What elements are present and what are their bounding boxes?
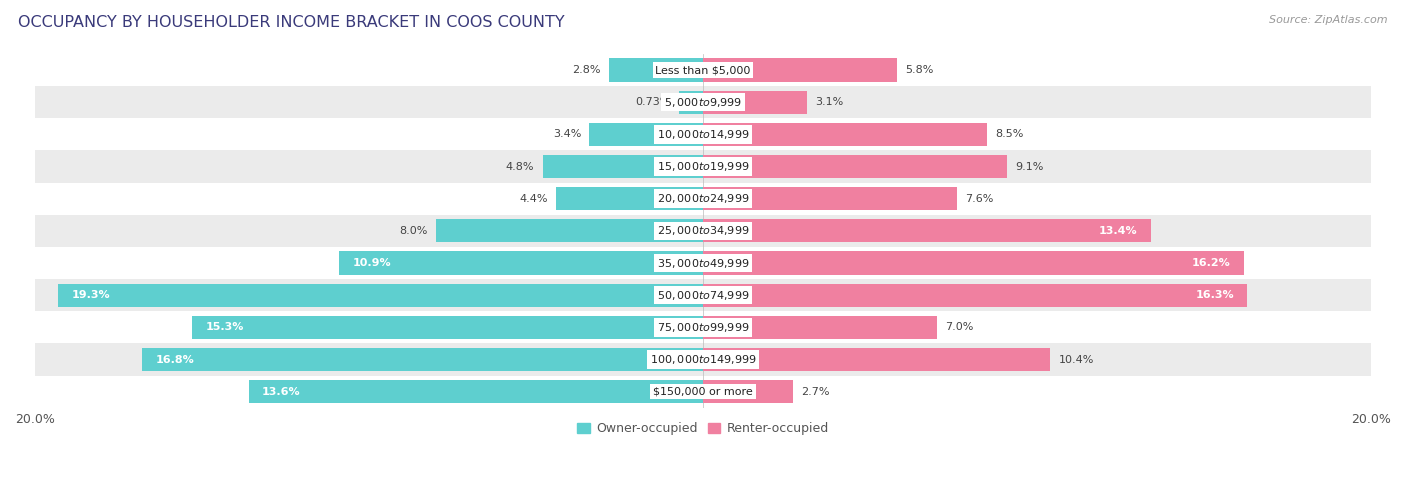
Text: 3.4%: 3.4% xyxy=(553,130,581,139)
Bar xyxy=(35,215,1371,247)
Text: Less than $5,000: Less than $5,000 xyxy=(655,65,751,75)
Text: $35,000 to $49,999: $35,000 to $49,999 xyxy=(657,257,749,269)
Text: 10.9%: 10.9% xyxy=(353,258,391,268)
Bar xyxy=(35,86,1371,118)
Bar xyxy=(35,343,1371,375)
Text: 13.6%: 13.6% xyxy=(262,387,301,397)
Text: 16.3%: 16.3% xyxy=(1195,290,1234,300)
Text: $5,000 to $9,999: $5,000 to $9,999 xyxy=(664,96,742,109)
Bar xyxy=(35,375,1371,408)
Text: 4.8%: 4.8% xyxy=(506,162,534,171)
Bar xyxy=(142,348,703,371)
Text: Source: ZipAtlas.com: Source: ZipAtlas.com xyxy=(1270,15,1388,25)
Bar xyxy=(35,279,1371,311)
Text: 0.73%: 0.73% xyxy=(636,97,671,107)
Text: 9.1%: 9.1% xyxy=(1015,162,1043,171)
Text: 2.8%: 2.8% xyxy=(572,65,602,75)
Bar xyxy=(703,316,936,339)
Text: 2.7%: 2.7% xyxy=(801,387,830,397)
Text: 7.0%: 7.0% xyxy=(945,322,973,332)
Bar xyxy=(703,251,1244,275)
Text: 16.2%: 16.2% xyxy=(1192,258,1230,268)
Text: $75,000 to $99,999: $75,000 to $99,999 xyxy=(657,321,749,334)
Text: 13.4%: 13.4% xyxy=(1098,226,1137,236)
Bar xyxy=(609,58,703,82)
Text: 4.4%: 4.4% xyxy=(519,194,548,204)
Bar xyxy=(703,219,1150,243)
Bar xyxy=(543,155,703,178)
Text: 10.4%: 10.4% xyxy=(1059,355,1094,365)
Text: 8.5%: 8.5% xyxy=(995,130,1024,139)
Bar xyxy=(35,311,1371,343)
Bar xyxy=(58,283,703,307)
Bar xyxy=(703,58,897,82)
Bar xyxy=(589,123,703,146)
Text: $100,000 to $149,999: $100,000 to $149,999 xyxy=(650,353,756,366)
Bar xyxy=(703,348,1050,371)
Text: OCCUPANCY BY HOUSEHOLDER INCOME BRACKET IN COOS COUNTY: OCCUPANCY BY HOUSEHOLDER INCOME BRACKET … xyxy=(18,15,565,30)
Text: $20,000 to $24,999: $20,000 to $24,999 xyxy=(657,192,749,205)
Bar xyxy=(703,283,1247,307)
Text: 15.3%: 15.3% xyxy=(205,322,243,332)
Bar xyxy=(703,91,807,114)
Bar xyxy=(35,183,1371,215)
Legend: Owner-occupied, Renter-occupied: Owner-occupied, Renter-occupied xyxy=(572,417,834,440)
Bar xyxy=(436,219,703,243)
Text: 7.6%: 7.6% xyxy=(965,194,994,204)
Bar xyxy=(703,380,793,403)
Text: $25,000 to $34,999: $25,000 to $34,999 xyxy=(657,225,749,237)
Bar xyxy=(249,380,703,403)
Text: 8.0%: 8.0% xyxy=(399,226,427,236)
Text: $15,000 to $19,999: $15,000 to $19,999 xyxy=(657,160,749,173)
Bar xyxy=(679,91,703,114)
Bar xyxy=(193,316,703,339)
Bar xyxy=(703,123,987,146)
Bar xyxy=(703,187,957,210)
Text: $50,000 to $74,999: $50,000 to $74,999 xyxy=(657,289,749,302)
Bar xyxy=(339,251,703,275)
Text: $10,000 to $14,999: $10,000 to $14,999 xyxy=(657,128,749,141)
Bar xyxy=(35,150,1371,183)
Text: 16.8%: 16.8% xyxy=(155,355,194,365)
Bar xyxy=(555,187,703,210)
Bar xyxy=(35,54,1371,86)
Bar xyxy=(703,155,1007,178)
Bar xyxy=(35,118,1371,150)
Text: $150,000 or more: $150,000 or more xyxy=(654,387,752,397)
Text: 5.8%: 5.8% xyxy=(905,65,934,75)
Text: 19.3%: 19.3% xyxy=(72,290,110,300)
Bar xyxy=(35,247,1371,279)
Text: 3.1%: 3.1% xyxy=(815,97,844,107)
